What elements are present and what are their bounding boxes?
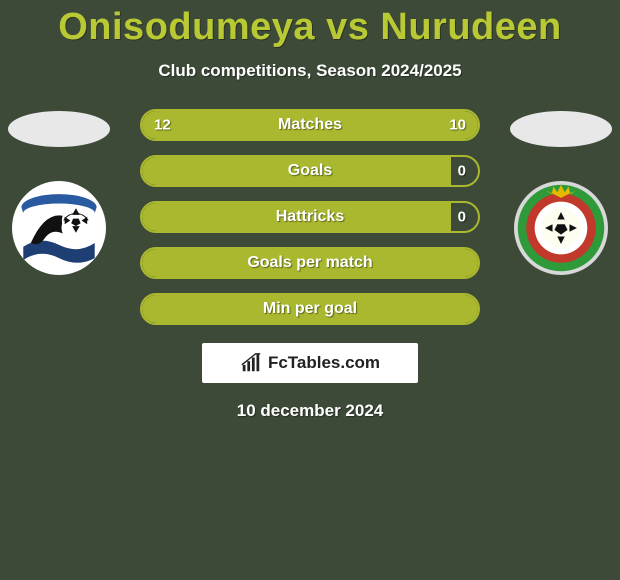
player-left-avatar-placeholder [8,111,110,147]
stat-bars: 12 10 Matches 0 Goals 0 Hattricks Goals per mat… [140,109,480,325]
stat-bar: Min per goal [140,293,480,325]
page-title: Onisodumeya vs Nurudeen [0,0,620,49]
club-badge-right [514,181,608,275]
stat-label: Goals per match [247,254,372,272]
stat-bar: 0 Goals [140,155,480,187]
stat-label: Min per goal [263,300,357,318]
player-right-column [506,109,616,275]
stat-value-right: 10 [449,117,466,134]
date-label: 10 december 2024 [0,401,620,421]
watermark: FcTables.com [202,343,418,383]
stat-label: Hattricks [276,208,344,226]
stat-value-left: 12 [154,117,171,134]
player-left-column [4,109,114,275]
watermark-text: FcTables.com [268,353,380,373]
stat-value-right: 0 [458,163,466,180]
dolphin-fc-icon [12,181,106,275]
subtitle: Club competitions, Season 2024/2025 [0,61,620,81]
chart-icon [240,352,262,374]
stat-bar: Goals per match [140,247,480,279]
stat-bar: 12 10 Matches [140,109,480,141]
stat-label: Matches [278,116,342,134]
club-badge-left [12,181,106,275]
stat-value-right: 0 [458,209,466,226]
stat-label: Goals [288,162,332,180]
kwara-united-icon [514,181,608,275]
comparison-panel: 12 10 Matches 0 Goals 0 Hattricks Goals per mat… [0,109,620,421]
stat-bar: 0 Hattricks [140,201,480,233]
player-right-avatar-placeholder [510,111,612,147]
